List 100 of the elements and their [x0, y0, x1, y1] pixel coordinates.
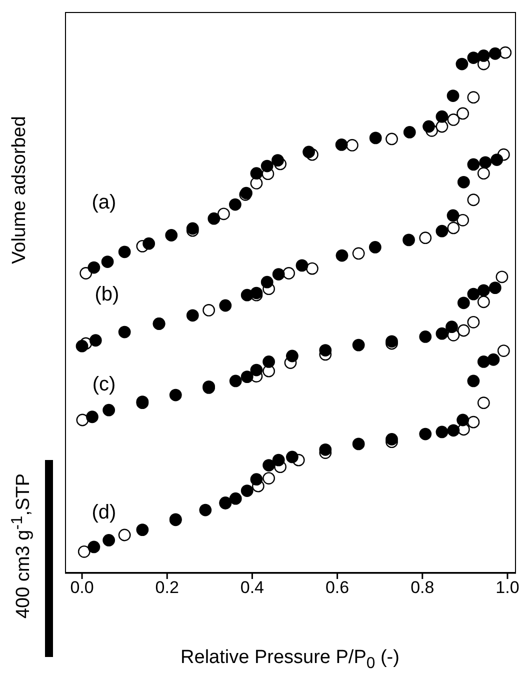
point [319, 344, 332, 356]
point [488, 282, 502, 294]
point [467, 91, 480, 104]
point [419, 232, 432, 244]
point [262, 472, 275, 484]
x-tick-label: 0.6 [325, 578, 350, 598]
point [386, 433, 398, 446]
point [240, 484, 254, 497]
annotation: (c) [92, 374, 116, 396]
point [272, 154, 284, 167]
point [250, 473, 263, 486]
point [118, 246, 131, 258]
point [306, 262, 318, 275]
point [436, 327, 448, 340]
point [228, 198, 242, 211]
point [296, 259, 308, 272]
point [477, 284, 490, 297]
point [78, 545, 90, 558]
point [457, 324, 470, 337]
point [436, 224, 448, 238]
point [467, 374, 480, 388]
point [496, 270, 508, 284]
point [208, 212, 220, 225]
x-tick-label: 0.2 [155, 578, 179, 598]
point [488, 47, 502, 60]
point [419, 428, 432, 440]
point [477, 167, 490, 180]
point [419, 330, 432, 343]
point [477, 296, 490, 308]
point [352, 338, 365, 352]
point [467, 52, 480, 64]
point [386, 132, 398, 146]
point [250, 167, 263, 180]
point [260, 160, 274, 172]
point [202, 304, 216, 316]
point [369, 132, 382, 144]
annotation: (d) [92, 502, 116, 524]
point [487, 353, 500, 366]
point [260, 276, 274, 288]
point [497, 344, 510, 357]
point [467, 288, 480, 300]
point [479, 156, 492, 169]
point [490, 154, 504, 166]
point [89, 334, 102, 347]
point [229, 492, 242, 505]
point [319, 443, 332, 456]
point [456, 414, 470, 426]
point [446, 90, 460, 102]
point [142, 237, 156, 250]
point [250, 364, 263, 376]
point [456, 107, 470, 120]
point [199, 504, 212, 516]
point [447, 114, 460, 126]
point [165, 229, 178, 242]
point [477, 396, 490, 410]
point [101, 256, 114, 268]
x-tick-label: 1.0 [496, 578, 520, 598]
point [456, 214, 470, 226]
point [467, 194, 480, 206]
point [102, 534, 116, 546]
annotation: (a) [92, 192, 116, 214]
point [422, 120, 435, 133]
point [352, 247, 365, 260]
point [499, 46, 512, 59]
point [467, 158, 480, 171]
x-axis-title: Relative Pressure P/P$_{0}$ (-) [180, 647, 400, 673]
point [335, 138, 348, 151]
point [240, 370, 254, 384]
point [436, 426, 448, 438]
point [352, 438, 365, 450]
point [80, 267, 92, 280]
point [368, 241, 382, 254]
point [262, 356, 275, 368]
point [218, 208, 230, 220]
point [262, 459, 275, 472]
x-tick-label: 0.4 [240, 578, 264, 598]
point [436, 120, 448, 133]
point [336, 249, 348, 262]
point [346, 139, 358, 152]
point [102, 404, 116, 416]
point [272, 454, 285, 466]
point [136, 524, 149, 536]
point [446, 209, 460, 222]
point [477, 356, 490, 368]
point [457, 176, 470, 188]
point [229, 374, 242, 388]
point [436, 110, 448, 123]
point [447, 424, 460, 437]
point [282, 267, 295, 280]
point [118, 528, 131, 542]
point [286, 450, 298, 464]
annotation: (b) [94, 284, 120, 306]
point [186, 309, 199, 322]
x-tick-label: 0.0 [70, 578, 94, 598]
point [272, 268, 285, 280]
point [446, 320, 458, 334]
point [467, 316, 480, 328]
point [403, 126, 416, 138]
point [76, 414, 89, 426]
point [477, 50, 490, 62]
